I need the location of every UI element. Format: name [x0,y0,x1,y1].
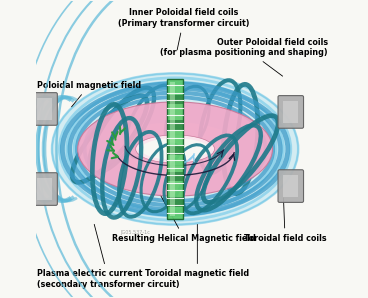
FancyBboxPatch shape [32,93,57,125]
FancyBboxPatch shape [167,120,183,130]
FancyBboxPatch shape [167,79,183,219]
FancyBboxPatch shape [167,197,183,207]
Ellipse shape [78,102,273,196]
Text: Poloidal magnetic field: Poloidal magnetic field [37,81,141,107]
Text: Toroidal magnetic field: Toroidal magnetic field [145,224,250,278]
FancyBboxPatch shape [167,172,183,181]
Text: Resulting Helical Magnetic field: Resulting Helical Magnetic field [112,194,256,243]
FancyBboxPatch shape [167,146,183,156]
FancyBboxPatch shape [32,173,57,205]
Text: JG05.537-1c: JG05.537-1c [120,229,150,235]
FancyBboxPatch shape [283,175,298,197]
Text: Outer Poloidal field coils
(for plasma positioning and shaping): Outer Poloidal field coils (for plasma p… [160,38,328,76]
Text: Toroidal field coils: Toroidal field coils [244,198,326,243]
Ellipse shape [110,122,240,176]
FancyBboxPatch shape [278,96,304,128]
FancyBboxPatch shape [283,101,298,123]
Text: Inner Poloidal field coils
(Primary transformer circuit): Inner Poloidal field coils (Primary tran… [118,8,250,50]
FancyBboxPatch shape [167,94,183,104]
Ellipse shape [136,135,215,163]
Text: Plasma electric current
(secondary transformer circuit): Plasma electric current (secondary trans… [37,224,180,288]
FancyBboxPatch shape [170,82,175,216]
Ellipse shape [52,73,298,225]
Ellipse shape [141,138,209,160]
FancyBboxPatch shape [37,178,52,200]
FancyBboxPatch shape [37,98,52,120]
FancyBboxPatch shape [278,170,304,202]
